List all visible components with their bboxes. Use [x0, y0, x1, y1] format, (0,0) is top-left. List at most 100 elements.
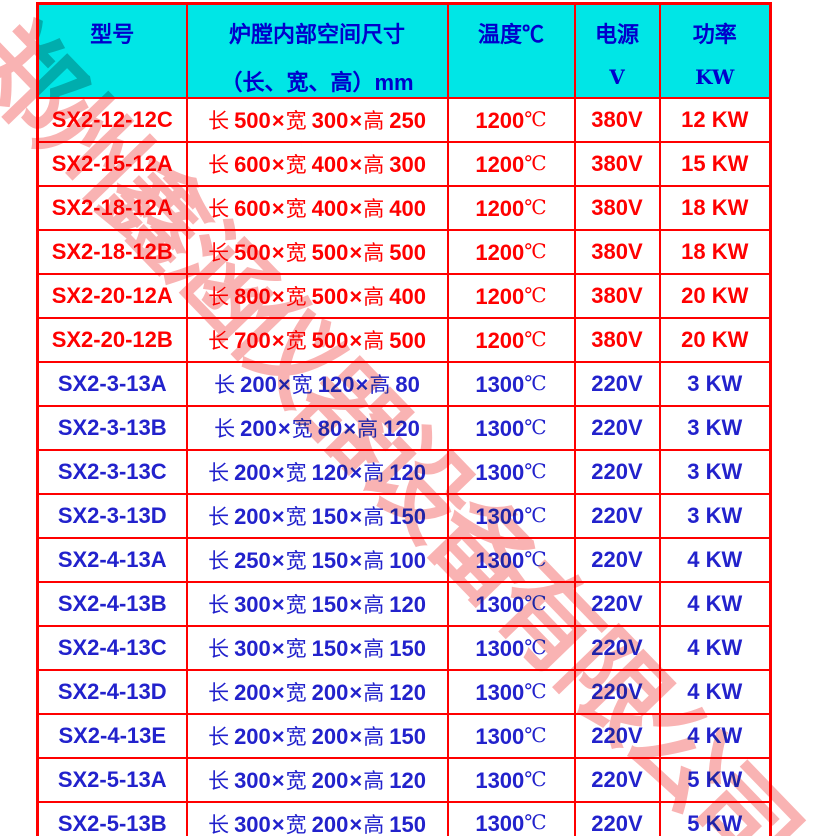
- model-value: SX2-3-13D: [57, 503, 167, 528]
- times-sign: ×: [271, 811, 285, 836]
- width-value: 500: [311, 240, 349, 265]
- voltage-value: 380V: [591, 195, 643, 220]
- length-label: 长: [208, 153, 230, 177]
- voltage-cell: 220V: [573, 757, 661, 803]
- height-label: 高: [363, 549, 385, 573]
- times-sign: ×: [271, 636, 285, 661]
- voltage-value: 220V: [591, 591, 643, 616]
- power-cell: 3 KW: [658, 449, 772, 495]
- power-value: 4 KW: [687, 591, 743, 616]
- header-temperature-label: 温度℃: [477, 22, 544, 47]
- power-value: 5 KW: [687, 767, 743, 792]
- celsius-unit: ℃: [524, 546, 547, 571]
- model-cell: SX2-3-13A: [36, 361, 188, 407]
- height-label: 高: [363, 593, 385, 617]
- width-label: 宽: [285, 197, 307, 221]
- times-sign: ×: [343, 416, 357, 441]
- model-value: SX2-18-12A: [51, 195, 173, 220]
- dimensions-cell: 长 700×宽 500×高 500: [185, 317, 449, 363]
- length-value: 300: [234, 636, 271, 661]
- voltage-value: 220V: [591, 723, 643, 748]
- height-value: 150: [389, 636, 426, 661]
- times-sign: ×: [349, 592, 363, 617]
- length-value: 800: [234, 284, 271, 309]
- spec-table: 型号 炉膛内部空间尺寸 （长、宽、高）mm 温度℃ 电源: [36, 2, 772, 836]
- length-value: 600: [234, 196, 271, 221]
- times-sign: ×: [271, 328, 285, 353]
- length-label: 长: [208, 285, 230, 309]
- voltage-value: 380V: [591, 283, 643, 308]
- length-label: 长: [208, 549, 230, 573]
- model-cell: SX2-20-12A: [36, 273, 188, 319]
- table-row: SX2-3-13A 长 200×宽 120×高 80 1300℃ 220V 3 KW: [36, 361, 772, 407]
- dimensions-cell: 长 300×宽 150×高 150: [185, 625, 449, 671]
- model-value: SX2-4-13A: [57, 547, 167, 572]
- length-label: 长: [208, 109, 230, 133]
- height-label: 高: [363, 153, 385, 177]
- width-label: 宽: [285, 725, 307, 749]
- height-value: 500: [389, 240, 426, 265]
- width-label: 宽: [285, 461, 307, 485]
- width-label: 宽: [291, 417, 313, 441]
- dimensions-cell: 长 200×宽 120×高 120: [185, 449, 449, 495]
- dimensions-cell: 长 200×宽 150×高 150: [185, 493, 449, 539]
- power-cell: 4 KW: [658, 537, 772, 583]
- table-row: SX2-3-13C 长 200×宽 120×高 120 1300℃ 220V 3 KW: [36, 449, 772, 495]
- model-value: SX2-20-12B: [51, 327, 173, 352]
- header-voltage: 电源 V: [573, 2, 661, 99]
- header-temperature: 温度℃: [446, 2, 576, 99]
- height-value: 150: [389, 504, 426, 529]
- power-value: 3 KW: [687, 503, 743, 528]
- celsius-unit: ℃: [524, 282, 547, 307]
- temperature-value: 1300: [475, 591, 525, 617]
- power-cell: 3 KW: [658, 493, 772, 539]
- power-value: 4 KW: [687, 635, 743, 660]
- voltage-cell: 220V: [573, 449, 661, 495]
- height-label: 高: [363, 769, 385, 793]
- model-value: SX2-4-13E: [58, 723, 167, 748]
- model-value: SX2-18-12B: [51, 239, 173, 264]
- times-sign: ×: [349, 811, 363, 836]
- times-sign: ×: [271, 680, 285, 705]
- voltage-value: 220V: [591, 371, 643, 396]
- temperature-value: 1300: [475, 503, 525, 529]
- table-row: SX2-4-13A 长 250×宽 150×高 100 1300℃ 220V 4 KW: [36, 537, 772, 583]
- power-value: 3 KW: [687, 459, 743, 484]
- times-sign: ×: [271, 504, 285, 529]
- temperature-cell: 1200℃: [446, 185, 576, 231]
- dimensions-cell: 长 300×宽 200×高 120: [185, 757, 449, 803]
- power-value: 20 KW: [681, 327, 749, 352]
- times-sign: ×: [349, 724, 363, 749]
- power-cell: 12 KW: [658, 97, 772, 143]
- celsius-unit: ℃: [524, 150, 547, 175]
- height-value: 150: [389, 811, 426, 836]
- power-value: 4 KW: [687, 723, 743, 748]
- temperature-cell: 1300℃: [446, 757, 576, 803]
- times-sign: ×: [271, 240, 285, 265]
- header-dimensions-line2: （长、宽、高）mm: [220, 70, 414, 95]
- temperature-cell: 1200℃: [446, 273, 576, 319]
- celsius-unit: ℃: [524, 458, 547, 483]
- celsius-unit: ℃: [524, 238, 547, 263]
- dimensions-cell: 长 600×宽 400×高 300: [185, 141, 449, 187]
- header-power-unit: KW: [695, 65, 735, 89]
- celsius-unit: ℃: [524, 590, 547, 615]
- height-label: 高: [363, 812, 385, 836]
- power-cell: 4 KW: [658, 581, 772, 627]
- length-label: 长: [208, 769, 230, 793]
- width-value: 120: [311, 460, 349, 485]
- times-sign: ×: [355, 372, 369, 397]
- times-sign: ×: [349, 768, 363, 793]
- width-value: 500: [311, 328, 349, 353]
- temperature-cell: 1200℃: [446, 317, 576, 363]
- voltage-cell: 220V: [573, 361, 661, 407]
- temperature-value: 1300: [475, 635, 525, 661]
- temperature-value: 1300: [475, 723, 525, 749]
- voltage-cell: 380V: [573, 97, 661, 143]
- model-value: SX2-3-13C: [57, 459, 167, 484]
- model-value: SX2-3-13A: [57, 371, 167, 396]
- model-cell: SX2-4-13D: [36, 669, 188, 715]
- length-label: 长: [208, 241, 230, 265]
- temperature-cell: 1200℃: [446, 141, 576, 187]
- voltage-value: 220V: [591, 459, 643, 484]
